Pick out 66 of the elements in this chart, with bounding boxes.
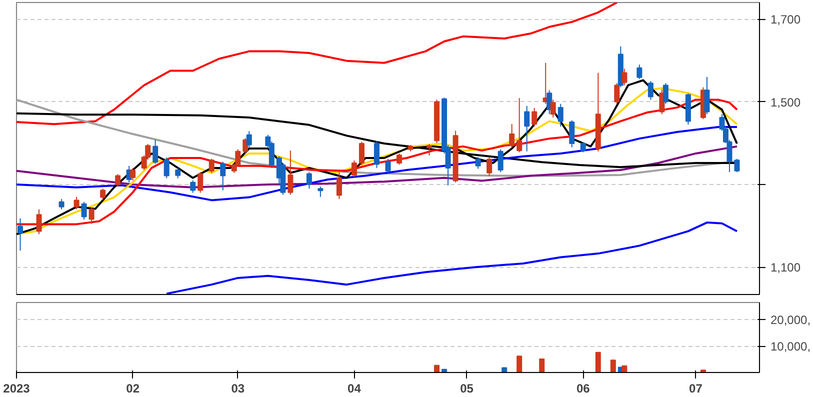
candlestick (358, 141, 364, 166)
candlestick (636, 64, 642, 80)
candlestick (58, 198, 64, 210)
x-tick-label: 06 (576, 382, 590, 396)
candlestick (190, 180, 196, 194)
x-tick-label: 2023 (3, 382, 30, 396)
candlestick (396, 152, 402, 166)
candlestick (351, 160, 357, 178)
candlestick (100, 188, 106, 201)
y-tick-label: 1,500 (770, 95, 801, 110)
y-tick-label: 10,000, (770, 340, 811, 354)
candlestick (306, 172, 312, 190)
x-tick-label: 07 (689, 382, 703, 396)
y-tick-label: 20,000, (770, 313, 811, 328)
candlestick (385, 158, 391, 174)
candlestick (81, 201, 87, 220)
candlestick (569, 120, 575, 148)
candlestick (152, 139, 158, 164)
candlestick (18, 218, 24, 252)
candlestick (498, 148, 504, 173)
candlestick (704, 76, 710, 115)
candlestick (164, 157, 170, 179)
bar (622, 365, 628, 372)
candlestick (486, 157, 492, 177)
candlestick (374, 140, 380, 168)
x-tick-label: 05 (460, 382, 474, 396)
candlestick (614, 82, 620, 104)
x-tick-label: 02 (126, 382, 140, 396)
y-tick-label: 1,100 (770, 260, 801, 275)
y-tick-label: 1,700 (770, 12, 801, 27)
candlestick (475, 156, 481, 170)
candlestick (220, 161, 226, 191)
candlestick (336, 172, 342, 200)
candlestick (36, 208, 42, 235)
candlestick (516, 98, 522, 153)
candlestick (558, 103, 564, 128)
candlestick (532, 107, 538, 128)
candlestick (524, 105, 530, 152)
candlestick (88, 206, 94, 224)
candlestick (74, 196, 80, 210)
candlestick (130, 167, 136, 181)
candlestick (622, 68, 628, 86)
candlestick (246, 130, 252, 148)
candlestick (662, 82, 668, 104)
candlestick (426, 143, 432, 156)
line-series (166, 222, 738, 294)
candlestick (550, 99, 556, 118)
bar (595, 352, 601, 372)
candlestick (580, 142, 586, 153)
bar (502, 367, 508, 372)
candlestick (648, 80, 654, 100)
bar (610, 360, 616, 372)
candlestick (318, 186, 324, 198)
bar (434, 364, 440, 372)
candlestick (175, 167, 181, 179)
candlestick (734, 158, 740, 173)
candlestick (198, 172, 204, 194)
line-series (16, 2, 618, 126)
candlestick (288, 150, 294, 196)
bar (516, 356, 522, 372)
candlestick (509, 124, 515, 148)
candlestick (115, 174, 121, 188)
x-tick-label: 04 (348, 382, 362, 396)
x-tick-label: 03 (231, 382, 245, 396)
bar (539, 358, 545, 372)
candlestick (208, 158, 214, 174)
